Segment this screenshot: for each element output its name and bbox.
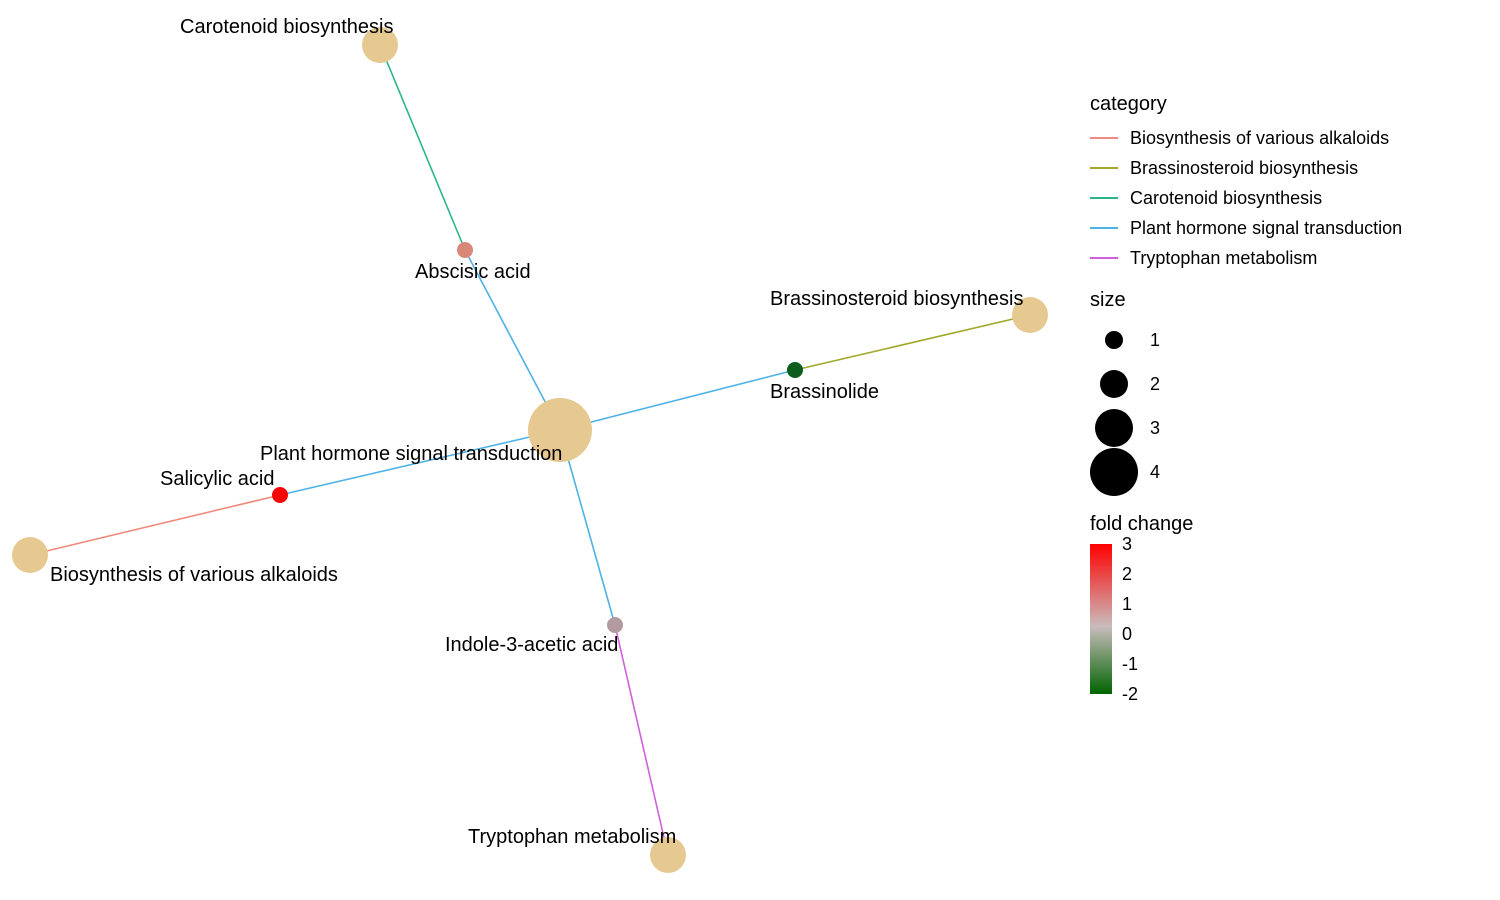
node-label: Carotenoid biosynthesis bbox=[180, 16, 393, 38]
node-label: Plant hormone signal transduction bbox=[260, 443, 562, 465]
legend-category-label: Brassinosteroid biosynthesis bbox=[1130, 158, 1358, 178]
node-label: Brassinolide bbox=[770, 381, 879, 403]
compound-node bbox=[787, 362, 803, 378]
compound-node bbox=[457, 242, 473, 258]
legend-size-title: size bbox=[1090, 289, 1126, 311]
legend: category Biosynthesis of various alkaloid… bbox=[1090, 93, 1402, 704]
legend-size-label: 3 bbox=[1150, 418, 1160, 438]
legend-foldchange-tick: 3 bbox=[1122, 534, 1132, 554]
edge bbox=[795, 315, 1030, 370]
legend-foldchange-title: fold change bbox=[1090, 513, 1193, 535]
node-label: Tryptophan metabolism bbox=[468, 826, 676, 848]
legend-size-label: 4 bbox=[1150, 462, 1160, 482]
node-label: Abscisic acid bbox=[415, 261, 531, 283]
legend-size-dot bbox=[1100, 370, 1128, 398]
legend-category-label: Tryptophan metabolism bbox=[1130, 248, 1317, 268]
legend-foldchange-tick: -2 bbox=[1122, 684, 1138, 704]
node-label: Brassinosteroid biosynthesis bbox=[770, 288, 1023, 310]
network-diagram: Plant hormone signal transduction Caroten… bbox=[0, 0, 1500, 900]
edge bbox=[560, 370, 795, 430]
legend-size-label: 1 bbox=[1150, 330, 1160, 350]
legend-size-dot bbox=[1090, 448, 1138, 496]
node-label: Salicylic acid bbox=[160, 468, 274, 490]
legend-category-label: Carotenoid biosynthesis bbox=[1130, 188, 1322, 208]
legend-size-dot bbox=[1105, 331, 1123, 349]
category-node bbox=[12, 537, 48, 573]
edge bbox=[615, 625, 668, 855]
legend-category-label: Plant hormone signal transduction bbox=[1130, 218, 1402, 238]
node-label: Biosynthesis of various alkaloids bbox=[50, 564, 338, 586]
legend-foldchange-tick: -1 bbox=[1122, 654, 1138, 674]
edge bbox=[30, 495, 280, 555]
legend-category-label: Biosynthesis of various alkaloids bbox=[1130, 128, 1389, 148]
legend-foldchange-bar bbox=[1090, 544, 1112, 694]
legend-foldchange-tick: 0 bbox=[1122, 624, 1132, 644]
compound-node bbox=[607, 617, 623, 633]
legend-size-label: 2 bbox=[1150, 374, 1160, 394]
node-label: Indole-3-acetic acid bbox=[445, 634, 618, 656]
legend-category-title: category bbox=[1090, 93, 1167, 115]
legend-foldchange-tick: 1 bbox=[1122, 594, 1132, 614]
edge bbox=[380, 45, 465, 250]
legend-foldchange-tick: 2 bbox=[1122, 564, 1132, 584]
legend-size-dot bbox=[1095, 409, 1133, 447]
